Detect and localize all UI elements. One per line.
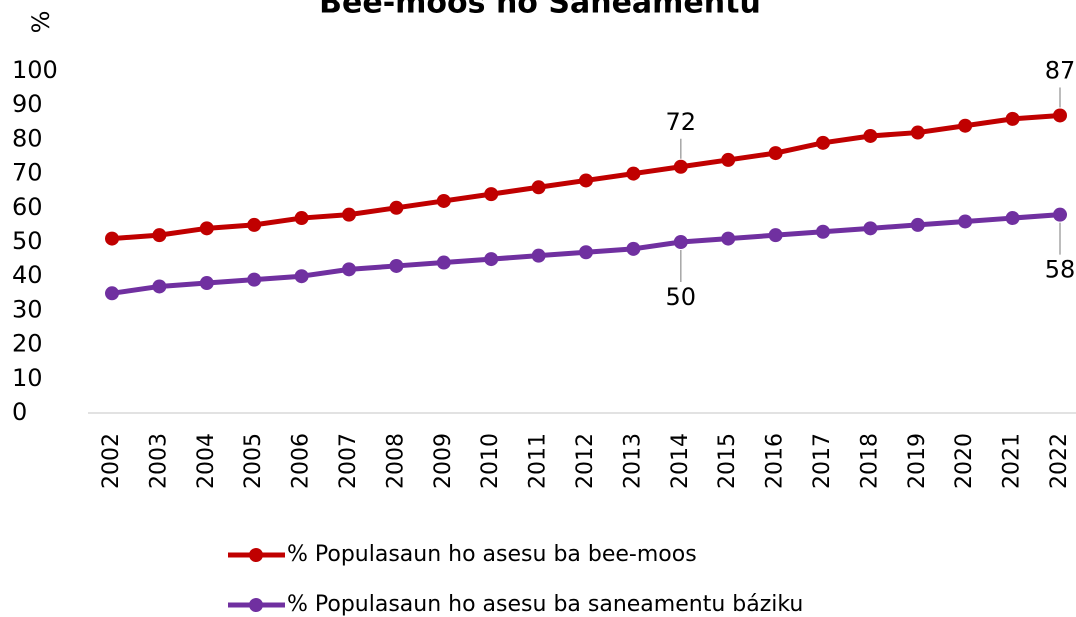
chart-title: Bee-moos no Saneamentu (319, 0, 761, 21)
y-tick-label: 60 (12, 193, 43, 221)
x-tick-label: 2013 (620, 433, 645, 489)
x-tick-label: 2004 (194, 433, 219, 489)
point (579, 245, 593, 260)
legend-label: % Populasaun ho asesu ba saneamentu bázi… (287, 592, 803, 617)
point (247, 272, 262, 287)
y-tick-label: 80 (12, 124, 43, 152)
y-tick-label: 20 (12, 330, 43, 358)
point (247, 217, 262, 232)
point (579, 173, 593, 188)
x-tick-label: 2008 (383, 433, 408, 489)
x-tick-label: 2011 (526, 433, 551, 489)
x-tick-label: 2020 (952, 433, 977, 489)
point (484, 252, 499, 267)
y-tick-label: 40 (12, 261, 43, 289)
legend-marker (249, 548, 263, 562)
x-tick-label: 2021 (1000, 433, 1025, 489)
y-axis-label: % (27, 11, 55, 34)
point (294, 269, 309, 284)
point (721, 231, 736, 246)
point (531, 248, 546, 263)
point (436, 255, 451, 270)
x-tick-label: 2006 (289, 433, 314, 489)
legend-marker (249, 598, 263, 612)
y-tick-label: 10 (12, 364, 43, 392)
data-label: 72 (666, 108, 697, 136)
point (199, 276, 214, 291)
point (484, 187, 499, 202)
point (1005, 211, 1020, 226)
x-tick-label: 2003 (146, 433, 171, 489)
point (105, 286, 119, 301)
point (816, 135, 830, 150)
point (816, 224, 830, 239)
x-tick-label: 2022 (1047, 433, 1072, 489)
point (199, 221, 214, 236)
data-label: 50 (666, 283, 697, 311)
data-label: 87 (1045, 56, 1076, 84)
point (294, 211, 309, 226)
point (1053, 207, 1067, 222)
legend-label: % Populasaun ho asesu ba bee-moos (287, 542, 697, 567)
x-tick-label: 2007 (336, 433, 361, 489)
x-tick-label: 2016 (763, 433, 788, 489)
point (768, 228, 783, 243)
x-tick-label: 2010 (478, 433, 503, 489)
point (389, 200, 404, 215)
x-tick-label: 2014 (668, 433, 693, 489)
point (342, 262, 356, 277)
point (673, 159, 688, 174)
y-tick-label: 70 (12, 159, 43, 187)
x-tick-label: 2018 (857, 433, 882, 489)
point (863, 128, 878, 143)
point (1005, 111, 1020, 126)
y-tick-label: 0 (12, 398, 27, 426)
point (721, 152, 736, 167)
x-tick-label: 2019 (905, 433, 930, 489)
point (152, 228, 167, 243)
x-tick-label: 2009 (431, 433, 456, 489)
point (152, 279, 167, 294)
point (531, 180, 546, 195)
point (673, 235, 688, 249)
x-tick-label: 2017 (810, 433, 835, 489)
point (910, 125, 925, 140)
y-tick-label: 100 (12, 56, 58, 84)
point (342, 207, 356, 222)
y-tick-label: 50 (12, 227, 43, 255)
data-label: 58 (1045, 256, 1076, 284)
point (389, 258, 404, 273)
y-tick-label: 30 (12, 295, 43, 323)
point (1053, 108, 1067, 123)
point (958, 118, 973, 133)
point (958, 214, 973, 229)
x-tick-label: 2012 (573, 433, 598, 489)
point (626, 241, 641, 256)
point (105, 231, 119, 246)
x-tick-label: 2005 (241, 433, 266, 489)
x-tick-label: 2015 (715, 433, 740, 489)
point (910, 217, 925, 232)
point (863, 221, 878, 236)
x-tick-label: 2002 (99, 433, 124, 489)
point (768, 146, 783, 161)
point (436, 193, 451, 208)
point (626, 166, 641, 181)
y-tick-label: 90 (12, 90, 43, 118)
